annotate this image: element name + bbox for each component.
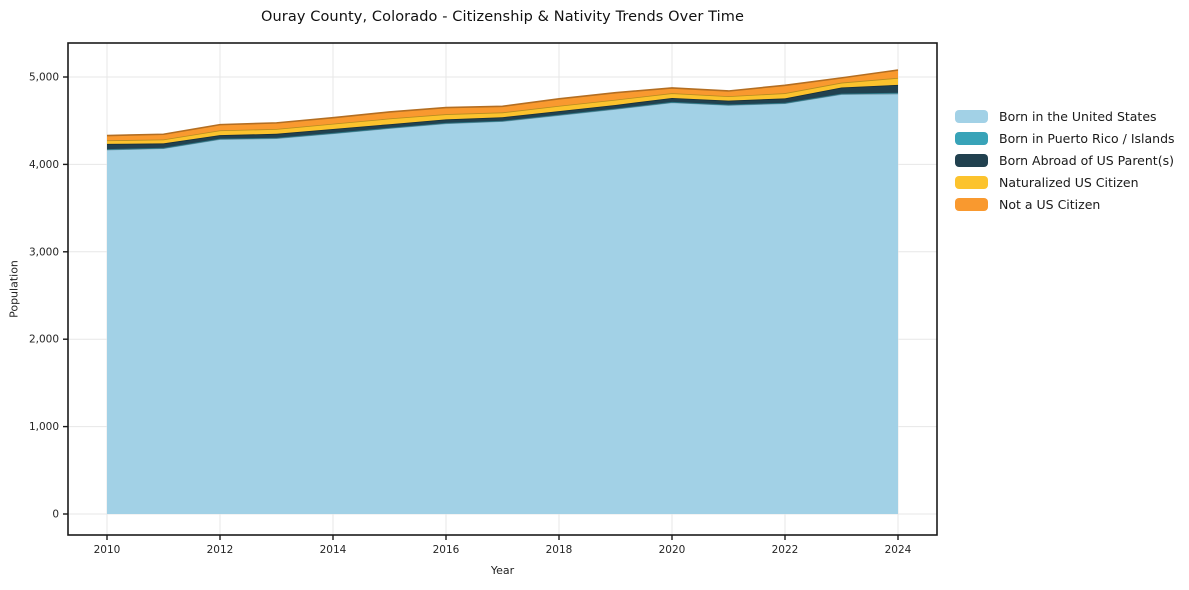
x-axis-label: Year (490, 564, 515, 577)
x-tick-label: 2020 (659, 544, 686, 556)
legend-swatch-icon (955, 110, 988, 124)
edge-not-a-us-citizen (106, 69, 899, 137)
x-tick-label: 2024 (885, 544, 912, 556)
area-naturalized-us-citizen (107, 77, 898, 144)
chart-title: Ouray County, Colorado - Citizenship & N… (260, 9, 744, 25)
x-tick-label: 2014 (320, 544, 347, 556)
legend-item-not-a-us-citizen: Not a US Citizen (955, 193, 1175, 215)
x-tick-label: 2016 (433, 544, 460, 556)
legend-label: Naturalized US Citizen (999, 174, 1139, 190)
y-tick-label: 0 (52, 509, 59, 521)
legend-label: Born in the United States (999, 109, 1157, 125)
x-tick-label: 2010 (94, 544, 121, 556)
legend-swatch-icon (955, 132, 988, 146)
y-tick-label: 5,000 (29, 72, 59, 84)
plot-border (67, 42, 938, 536)
ticks: 2010 2012 2014 2016 2018 2020 2022 2024 0 1,000 2,… (29, 72, 912, 557)
legend-item-born-abroad-of-us-parent-s: Born Abroad of US Parent(s) (955, 150, 1175, 172)
x-tick-label: 2022 (772, 544, 799, 556)
legend-label: Not a US Citizen (999, 196, 1101, 212)
y-tick-label: 4,000 (29, 159, 59, 171)
legend-item-naturalized-us-citizen: Naturalized US Citizen (955, 171, 1175, 193)
legend-label: Born in Puerto Rico / Islands (999, 131, 1175, 147)
legend-item-born-in-puerto-rico-islands: Born in Puerto Rico / Islands (955, 128, 1175, 150)
legend-swatch-icon (955, 197, 988, 211)
y-tick-label: 3,000 (29, 246, 59, 258)
legend: Born in the United States Born in Puerto … (955, 106, 1175, 215)
legend-label: Born Abroad of US Parent(s) (999, 152, 1174, 168)
y-tick-label: 1,000 (29, 421, 59, 433)
y-tick-label: 2,000 (29, 334, 59, 346)
areas (106, 69, 899, 514)
legend-swatch-icon (955, 153, 988, 167)
x-tick-label: 2018 (546, 544, 573, 556)
x-tick-label: 2012 (207, 544, 234, 556)
area-born-in-the-united-states (107, 93, 898, 514)
y-axis-label: Population (7, 260, 21, 318)
area-not-a-us-citizen (107, 70, 898, 141)
legend-item-born-in-the-united-states: Born in the United States (955, 106, 1175, 128)
legend-swatch-icon (955, 175, 988, 189)
area-born-abroad-of-us-parent-s (107, 84, 898, 150)
